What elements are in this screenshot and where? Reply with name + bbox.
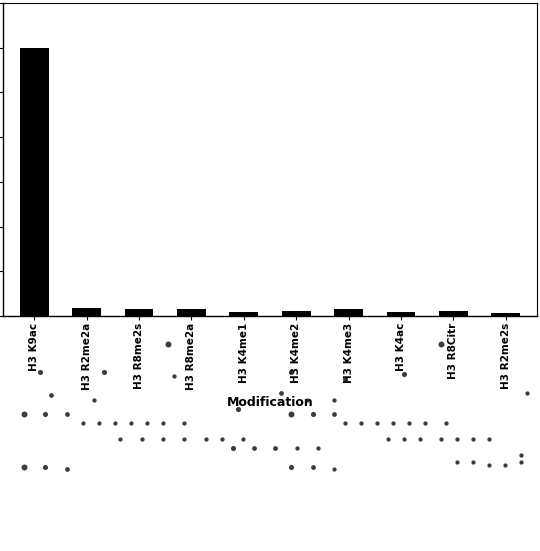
Point — [89, 395, 98, 404]
Point — [276, 388, 285, 397]
Point — [63, 409, 71, 418]
Point — [159, 419, 167, 428]
Point — [383, 435, 392, 444]
Bar — [334, 310, 363, 316]
Point — [356, 419, 365, 428]
Point — [437, 339, 445, 348]
Point — [20, 463, 29, 472]
Point — [293, 444, 301, 453]
Point — [308, 463, 317, 472]
Bar — [125, 310, 153, 316]
Bar — [230, 312, 258, 316]
Point — [522, 388, 531, 397]
Point — [271, 444, 280, 453]
Point — [399, 370, 408, 379]
Bar — [387, 312, 415, 316]
Point — [341, 419, 349, 428]
Point — [234, 404, 242, 413]
Point — [180, 435, 189, 444]
Point — [20, 409, 29, 418]
Point — [143, 419, 151, 428]
Point — [453, 435, 461, 444]
Point — [404, 419, 413, 428]
Bar — [177, 310, 206, 316]
Point — [442, 419, 451, 428]
Point — [78, 419, 87, 428]
Point — [501, 460, 510, 469]
X-axis label: Modification: Modification — [227, 396, 313, 409]
Point — [399, 435, 408, 444]
Point — [373, 419, 381, 428]
Point — [287, 368, 296, 376]
Point — [415, 435, 424, 444]
Point — [287, 409, 296, 418]
Point — [303, 395, 312, 404]
Point — [218, 435, 226, 444]
Point — [159, 435, 167, 444]
Bar — [20, 47, 49, 316]
Point — [330, 409, 339, 418]
Point — [330, 395, 339, 404]
Point — [287, 463, 296, 472]
Point — [170, 372, 178, 381]
Point — [485, 435, 494, 444]
Point — [453, 458, 461, 467]
Point — [389, 419, 397, 428]
Point — [437, 435, 445, 444]
Bar — [491, 313, 520, 316]
Point — [239, 435, 247, 444]
Point — [485, 460, 494, 469]
Point — [517, 451, 525, 460]
Point — [180, 419, 189, 428]
Point — [314, 444, 322, 453]
Point — [63, 465, 71, 474]
Point — [228, 444, 237, 453]
Point — [41, 463, 50, 472]
Point — [100, 368, 109, 376]
Point — [94, 419, 103, 428]
Bar — [72, 309, 101, 316]
Bar — [282, 311, 310, 316]
Point — [330, 465, 339, 474]
Point — [201, 435, 210, 444]
Point — [116, 435, 125, 444]
Point — [308, 409, 317, 418]
Point — [127, 419, 136, 428]
Point — [469, 435, 477, 444]
Point — [517, 458, 525, 467]
Point — [36, 368, 44, 376]
Point — [137, 435, 146, 444]
Point — [341, 374, 349, 383]
Point — [46, 391, 55, 399]
Point — [469, 458, 477, 467]
Point — [421, 419, 429, 428]
Bar — [439, 311, 468, 316]
Point — [164, 339, 173, 348]
Point — [249, 444, 258, 453]
Point — [111, 419, 119, 428]
Point — [41, 409, 50, 418]
